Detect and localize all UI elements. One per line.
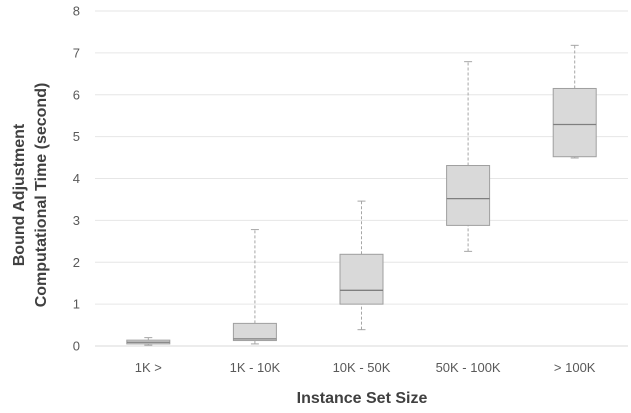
box-iqr: [552, 87, 597, 158]
x-tick-label: 1K - 10K: [230, 360, 281, 375]
x-tick-label: 10K - 50K: [333, 360, 391, 375]
y-tick-label: 3: [73, 213, 80, 228]
box-item: [232, 229, 277, 345]
box-iqr: [446, 165, 491, 226]
y-tick-label: 1: [73, 297, 80, 312]
x-tick-label: 50K - 100K: [436, 360, 501, 375]
y-tick-label: 7: [73, 45, 80, 60]
y-axis-title-line-1: Bound Adjustment: [11, 123, 28, 266]
x-axis-title: Instance Set Size: [297, 390, 428, 407]
box-item: [446, 61, 491, 252]
x-tick-label: > 100K: [554, 360, 596, 375]
box-iqr: [232, 322, 277, 342]
y-axis-tick-labels: 0 1 2 3 4 5 6 7 8: [73, 4, 80, 354]
box-series: [126, 44, 597, 346]
y-axis-title-line-2: Computational Time (second): [33, 83, 50, 308]
x-tick-label: 1K >: [135, 360, 162, 375]
y-tick-label: 4: [73, 171, 80, 186]
y-tick-label: 8: [73, 4, 80, 19]
y-tick-label: 0: [73, 339, 80, 354]
gridlines: [95, 10, 628, 347]
x-axis-tick-labels: 1K > 1K - 10K 10K - 50K 50K - 100K > 100K: [135, 360, 596, 375]
box-item: [552, 44, 597, 159]
box-item: [339, 200, 384, 331]
box-item: [126, 337, 171, 346]
box-iqr: [339, 253, 384, 305]
y-tick-label: 5: [73, 129, 80, 144]
y-tick-label: 6: [73, 87, 80, 102]
y-tick-label: 2: [73, 255, 80, 270]
